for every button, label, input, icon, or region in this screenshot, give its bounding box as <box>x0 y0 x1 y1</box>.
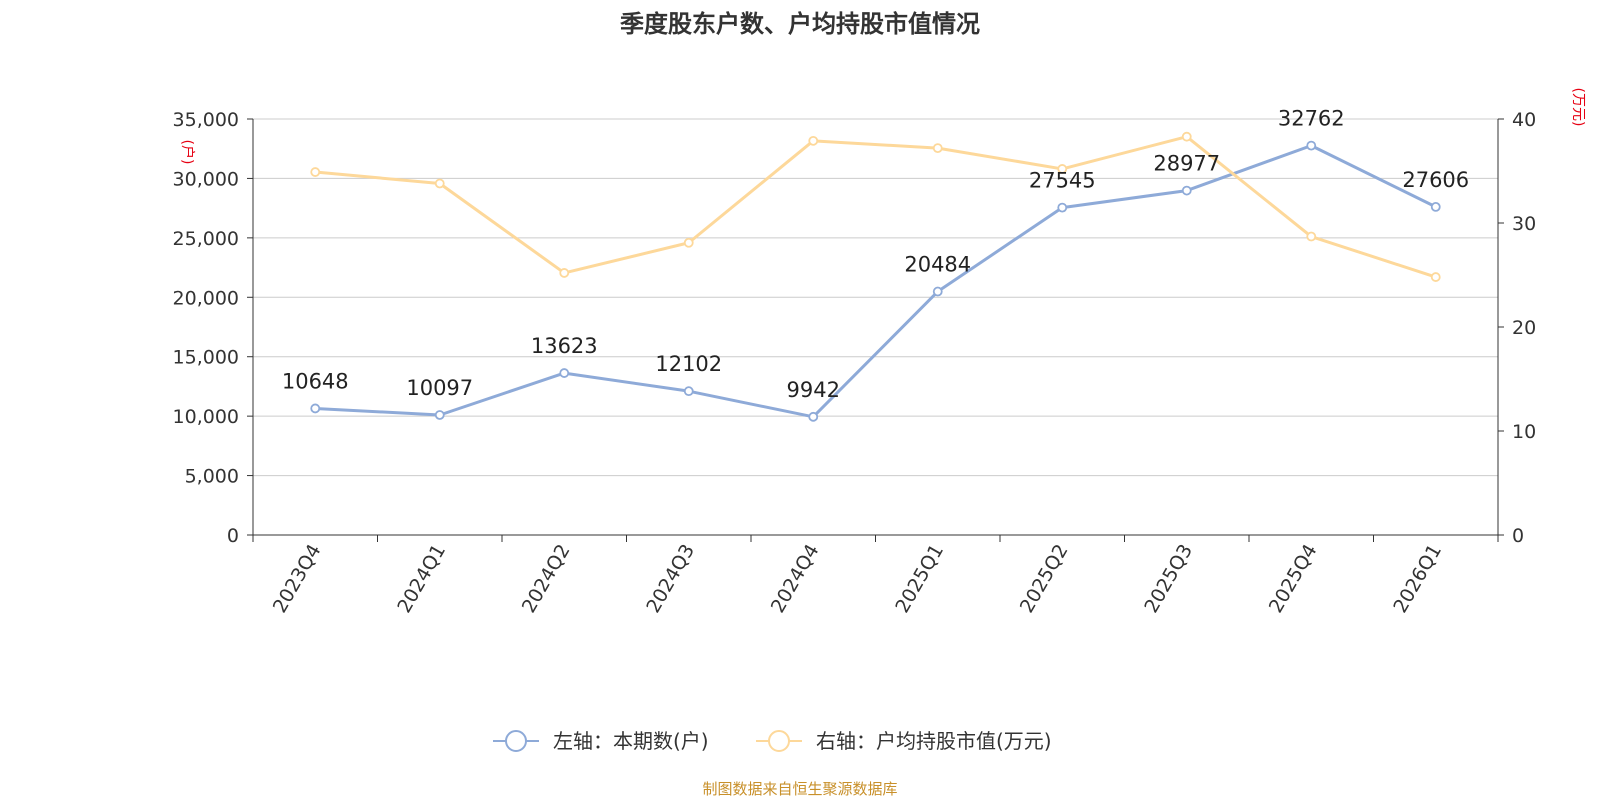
left-tick-label-0: 0 <box>227 525 239 547</box>
right-tick-label-0: 0 <box>1512 525 1524 547</box>
series-0-point-2 <box>559 368 570 378</box>
left-tick-label-5: 25,000 <box>173 228 239 250</box>
x-tick-label-0: 2023Q4 <box>269 541 326 617</box>
x-tick-label-5: 2025Q1 <box>891 541 948 617</box>
legend-marker-right <box>768 730 790 752</box>
data-label-5: 20484 <box>904 253 971 277</box>
chart-title: 季度股东户数、户均持股市值情况 <box>620 10 980 38</box>
data-label-3: 12102 <box>655 352 722 376</box>
left-tick-label-2: 10,000 <box>173 406 239 428</box>
left-axis-unit: (户) <box>179 140 196 165</box>
series-0-point-4 <box>808 411 819 422</box>
series-0-point-1 <box>434 410 445 420</box>
right-tick-label-1: 10 <box>1512 421 1536 443</box>
right-tick-label-4: 40 <box>1512 109 1536 131</box>
x-tick-label-1: 2024Q1 <box>393 541 450 617</box>
data-label-0: 10648 <box>282 369 349 393</box>
series-1-point-5 <box>932 143 943 154</box>
data-label-1: 10097 <box>406 376 473 400</box>
right-axis-unit: (万元) <box>1570 88 1586 127</box>
legend: 左轴：本期数(户) 右轴：户均持股市值(万元) <box>493 729 1052 753</box>
series-shareholders <box>310 140 1441 422</box>
series-1-point-1 <box>434 178 445 189</box>
x-tick-label-6: 2025Q2 <box>1016 541 1073 617</box>
series-1-point-4 <box>808 135 819 146</box>
series-1-point-3 <box>683 237 694 248</box>
series-0-point-7 <box>1181 185 1192 196</box>
legend-item-left-series[interactable]: 左轴：本期数(户) <box>493 729 709 753</box>
series-1-point-7 <box>1181 131 1192 142</box>
data-label-4: 9942 <box>787 378 840 402</box>
left-tick-label-1: 5,000 <box>185 466 239 488</box>
legend-label-right: 右轴：户均持股市值(万元) <box>816 729 1052 753</box>
series-1-point-0 <box>310 167 321 177</box>
right-tick-label-2: 20 <box>1512 317 1536 339</box>
series-1-point-2 <box>559 268 570 278</box>
data-label-7: 28977 <box>1153 152 1220 176</box>
left-tick-label-6: 30,000 <box>173 168 239 190</box>
series-1-point-9 <box>1430 272 1441 282</box>
series-line-1 <box>315 135 1437 279</box>
grid-lines <box>253 118 1498 477</box>
series-0-point-8 <box>1306 140 1317 151</box>
legend-label-left: 左轴：本期数(户) <box>553 729 709 753</box>
data-label-6: 27545 <box>1029 169 1096 193</box>
x-tick-label-3: 2024Q3 <box>642 541 699 617</box>
left-tick-label-4: 20,000 <box>173 287 239 309</box>
data-label-9: 27606 <box>1402 168 1469 192</box>
axes: 0 5,000 10,000 15,000 20,000 25,000 30,000 35,0… <box>173 109 1537 617</box>
series-0-point-0 <box>310 403 321 414</box>
source-note: 制图数据来自恒生聚源数据库 <box>702 780 897 798</box>
data-label-2: 13623 <box>531 334 598 358</box>
x-tick-label-7: 2025Q3 <box>1140 541 1197 617</box>
series-0-point-6 <box>1057 202 1068 213</box>
x-tick-label-9: 2026Q1 <box>1389 541 1446 617</box>
data-labels: 10648 10097 13623 12102 9942 20484 27545 28977 3… <box>282 107 1469 402</box>
data-label-8: 32762 <box>1278 107 1345 131</box>
x-tick-label-2: 2024Q2 <box>518 541 575 617</box>
x-tick-label-8: 2025Q4 <box>1265 541 1322 617</box>
x-tick-label-4: 2024Q4 <box>767 541 824 617</box>
right-tick-label-3: 30 <box>1512 213 1536 235</box>
legend-marker-left <box>505 730 527 752</box>
left-tick-label-7: 35,000 <box>173 109 239 131</box>
series-0-point-5 <box>932 286 943 297</box>
series-0-point-9 <box>1430 201 1441 212</box>
left-tick-label-3: 15,000 <box>173 347 239 369</box>
series-line-0 <box>315 144 1437 419</box>
series-1-point-8 <box>1306 231 1317 242</box>
series-avg-holding-value <box>310 131 1441 282</box>
legend-item-right-series[interactable]: 右轴：户均持股市值(万元) <box>756 729 1052 753</box>
series-0-point-3 <box>683 386 694 397</box>
series-1-point-6 <box>1057 164 1068 174</box>
